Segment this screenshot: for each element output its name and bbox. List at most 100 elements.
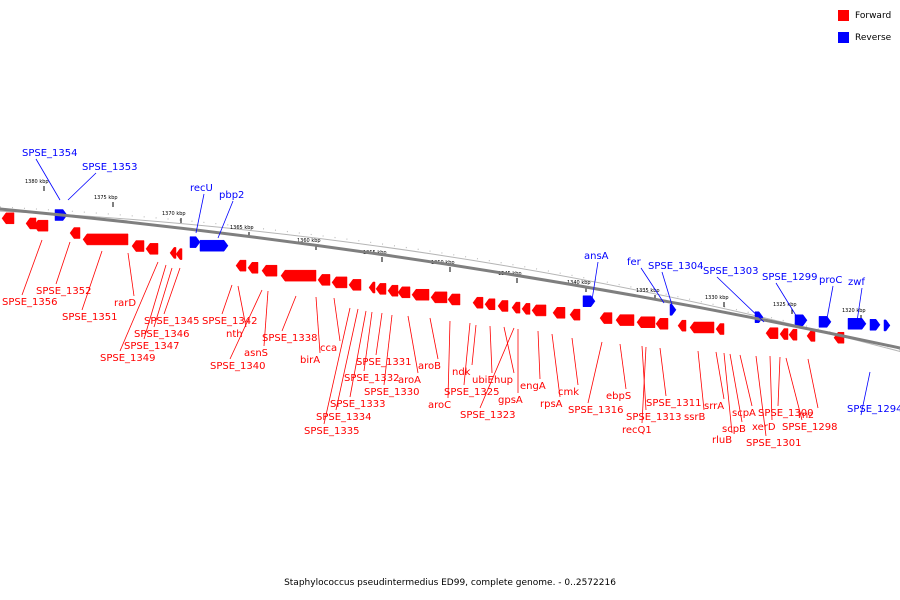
forward-gene <box>33 219 49 232</box>
label-leader-forward <box>335 308 359 411</box>
ruler-line <box>0 210 900 352</box>
label-leader-forward <box>537 330 541 380</box>
forward-gene <box>521 303 531 315</box>
gene-label-forward: asnS <box>244 348 268 359</box>
label-leader-reverse <box>825 285 834 325</box>
gene-label-reverse: recU <box>190 183 213 194</box>
gene-label-forward: birA <box>300 355 320 366</box>
label-leader-forward <box>323 307 351 425</box>
label-leader-reverse <box>775 282 801 323</box>
forward-gene <box>715 323 725 335</box>
kbp-tick-label: 1325 kbp <box>773 302 797 308</box>
gene-label-forward: srrA <box>704 401 724 412</box>
gene-label-forward: SPSE_1334 <box>316 412 372 423</box>
label-leader-forward <box>587 341 603 404</box>
label-leader-forward <box>237 285 247 328</box>
gene-label-reverse: ansA <box>584 251 609 262</box>
genome-caption: Staphylococcus pseudintermedius ED99, co… <box>284 578 616 588</box>
gene-label-forward: cca <box>320 343 337 354</box>
gene-label-forward: SPSE_1346 <box>134 329 190 340</box>
label-leader-reverse <box>67 172 97 201</box>
label-leader-forward <box>503 326 515 374</box>
label-leader-forward <box>221 284 233 315</box>
gene-label-forward: recQ1 <box>622 425 652 436</box>
gene-label-forward: ssrB <box>684 412 706 423</box>
legend-label-forward: Forward <box>855 10 892 21</box>
gene-label-reverse: SPSE_1299 <box>762 272 818 283</box>
gene-label-forward: SPSE_1316 <box>568 405 624 416</box>
gene-label-forward: SPSE_1300 <box>758 408 814 419</box>
label-leader-forward <box>551 333 561 398</box>
forward-gene <box>331 276 348 289</box>
label-leader-forward <box>55 241 71 285</box>
forward-gene <box>368 281 376 294</box>
label-leader-forward <box>447 320 451 399</box>
forward-gene <box>484 298 496 311</box>
gene-label-forward: ubiE <box>472 375 494 386</box>
gene-label-forward: engA <box>520 381 546 392</box>
genome-backbone <box>0 207 900 350</box>
gene-label-forward: scpB <box>722 424 746 435</box>
gene-label-forward: SPSE_1313 <box>626 412 682 423</box>
forward-gene <box>145 243 159 255</box>
label-leader-reverse <box>195 193 205 234</box>
label-leader-forward <box>363 311 373 372</box>
gene-label-forward: scpA <box>732 408 756 419</box>
gene-label-forward: SPSE_1349 <box>100 353 156 364</box>
gene-label-forward: SPSE_1335 <box>304 426 360 437</box>
label-leader-forward <box>153 267 173 328</box>
label-leader-forward <box>127 252 135 297</box>
label-leader-forward <box>777 356 781 407</box>
gene-label-forward: cmk <box>558 387 579 398</box>
label-leader-forward <box>785 357 803 421</box>
label-leader-forward <box>571 337 579 386</box>
gene-label-forward: SPSE_1351 <box>62 312 118 323</box>
gene-label-forward: aroB <box>418 361 441 372</box>
label-leader-forward <box>471 324 477 366</box>
forward-gene <box>348 279 362 291</box>
gene-label-forward: SPSE_1332 <box>344 373 400 384</box>
gene-label-reverse: pbp2 <box>219 190 244 201</box>
gene-label-reverse: zwf <box>848 277 865 288</box>
forward-gene <box>375 283 387 295</box>
kbp-tick-label: 1330 kbp <box>705 295 729 301</box>
label-leader-forward <box>697 350 705 411</box>
label-leader-reverse <box>860 371 871 416</box>
legend-item-reverse: Reverse <box>838 31 900 44</box>
gene-label-reverse: SPSE_1304 <box>648 261 704 272</box>
label-leader-forward <box>315 296 321 354</box>
label-leader-forward <box>463 322 471 386</box>
gene-label-reverse: SPSE_1353 <box>82 162 138 173</box>
gene-label-forward: aroA <box>398 375 421 386</box>
forward-gene <box>430 291 448 304</box>
label-leader-forward <box>659 347 667 397</box>
forward-gene <box>411 288 430 301</box>
label-leader-forward <box>723 352 733 434</box>
forward-gene <box>552 307 566 319</box>
forward-gene <box>531 304 547 317</box>
forward-gene <box>1 212 15 225</box>
kbp-tick-label: 1360 kbp <box>297 238 321 244</box>
reverse-gene <box>794 314 808 327</box>
label-leader-forward <box>119 261 159 352</box>
label-leader-forward <box>807 358 819 409</box>
gene-label-reverse: SPSE_1294 <box>847 404 900 415</box>
label-leader-forward <box>21 239 43 296</box>
gene-label-forward: SPSE_1330 <box>364 387 420 398</box>
legend-label-reverse: Reverse <box>855 32 892 43</box>
forward-gene <box>235 259 247 272</box>
forward-gene <box>497 300 509 312</box>
forward-gene <box>247 262 259 274</box>
reverse-gene <box>883 319 891 332</box>
gene-label-forward: SPSE_1345 <box>144 316 200 327</box>
reverse-gene <box>869 319 881 331</box>
gene-label-forward: hup <box>494 375 513 386</box>
label-leader-forward <box>715 351 725 400</box>
label-leader-reverse <box>640 267 665 304</box>
label-leader-forward <box>333 297 341 342</box>
label-leader-reverse <box>217 200 234 239</box>
forward-gene <box>82 233 129 246</box>
gene-label-forward: SPSE_1340 <box>210 361 266 372</box>
forward-gene <box>677 319 687 332</box>
